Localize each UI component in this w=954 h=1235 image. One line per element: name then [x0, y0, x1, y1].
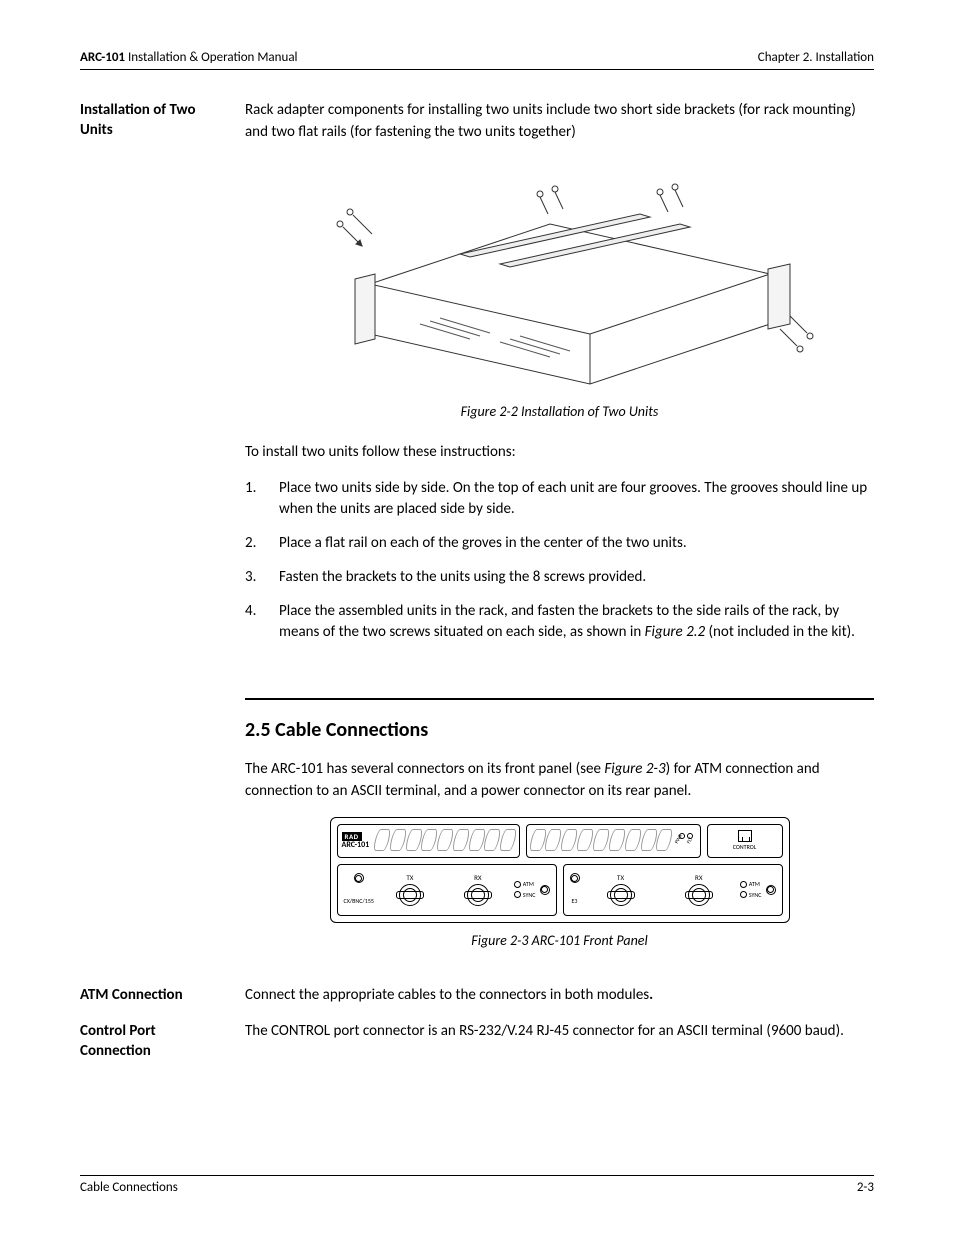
led-icon: [514, 891, 521, 898]
brand-model: ARC-101: [342, 841, 370, 849]
module-b-rx: RX: [662, 873, 736, 906]
cable-intro-prefix: The ARC-101 has several connectors on it…: [245, 760, 604, 778]
install-lead: To install two units follow these instru…: [245, 442, 874, 464]
figure-2-3-panel: RAD ARC-101 PWR FLT: [330, 817, 790, 923]
figure-2-2-col: Figure 2-2 Installation of Two Units To …: [245, 158, 874, 657]
install-intro: Rack adapter components for installing t…: [245, 100, 874, 144]
vent-slots-left: [375, 827, 514, 855]
status-leds: PWR FLT: [677, 833, 695, 847]
step4-suffix: (not included in the kit).: [705, 623, 855, 641]
bnc-connector-icon: [467, 884, 489, 906]
module-a-label: CX/BNC/155: [344, 897, 374, 906]
install-steps: Place two units side by side. On the top…: [245, 478, 874, 645]
atm-period: .: [649, 986, 653, 1004]
led-icon: [740, 881, 747, 888]
install-step-1: Place two units side by side. On the top…: [245, 478, 874, 522]
section-break-row: 2.5 Cable Connections The ARC-101 has se…: [80, 670, 874, 971]
screw-icon: [570, 873, 580, 883]
panel-mid-region: PWR FLT: [526, 824, 701, 858]
control-port-row: Control Port Connection The CONTROL port…: [80, 1021, 874, 1062]
tx-label: TX: [617, 873, 624, 883]
rx-label: RX: [695, 873, 702, 883]
control-label: CONTROL: [733, 843, 757, 852]
header-manual: Installation & Operation Manual: [125, 50, 298, 65]
install-step-3: Fasten the brackets to the units using t…: [245, 567, 874, 589]
page-footer: Cable Connections 2-3: [80, 1175, 874, 1195]
ctrl-body: The CONTROL port connector is an RS-232/…: [245, 1021, 874, 1062]
figure-2-2-diagram: [300, 164, 820, 394]
led-icon: [514, 881, 521, 888]
panel-top-row: RAD ARC-101 PWR FLT: [337, 824, 783, 858]
atm-body: Connect the appropriate cables to the co…: [245, 985, 874, 1007]
led-icon: [740, 891, 747, 898]
page-header: ARC-101 Installation & Operation Manual …: [80, 50, 874, 70]
section-break-col: 2.5 Cable Connections The ARC-101 has se…: [245, 670, 874, 971]
panel-logo: RAD ARC-101: [342, 832, 370, 849]
pwr-label: PWR: [674, 834, 685, 846]
atm-body-text: Connect the appropriate cables to the co…: [245, 986, 649, 1004]
panel-logo-region: RAD ARC-101: [337, 824, 520, 858]
atm-side-title: ATM Connection: [80, 985, 225, 1007]
header-left: ARC-101 Installation & Operation Manual: [80, 50, 298, 65]
screw-icon: [540, 885, 550, 895]
panel-bottom-row: CX/BNC/155 TX RX ATM SYNC: [337, 864, 783, 916]
install-step-4: Place the assembled units in the rack, a…: [245, 601, 874, 645]
header-chapter: Chapter 2. Installation: [758, 50, 874, 65]
flt-label: FLT: [686, 837, 696, 846]
module-b-leds: ATM SYNC: [740, 880, 762, 899]
step4-figure-ref: Figure 2.2: [645, 623, 705, 641]
module-b-tx: TX: [584, 873, 658, 906]
module-a-leds: ATM SYNC: [514, 880, 536, 899]
screw-icon: [354, 873, 364, 883]
install-side-title: Installation of Two Units: [80, 100, 225, 144]
tx-label: TX: [406, 873, 413, 883]
rj45-jack-icon: [738, 830, 752, 842]
footer-right: 2-3: [857, 1180, 874, 1195]
bnc-connector-icon: [399, 884, 421, 906]
spacer: [80, 158, 225, 657]
install-step-2: Place a flat rail on each of the groves …: [245, 533, 874, 555]
atm-led-label: ATM: [749, 880, 760, 889]
bnc-connector-icon: [610, 884, 632, 906]
screw-icon: [766, 885, 776, 895]
header-model: ARC-101: [80, 50, 125, 65]
control-port-region: CONTROL: [707, 824, 783, 858]
vent-slots-right: [531, 827, 672, 855]
figure-2-2-caption: Figure 2-2 Installation of Two Units: [245, 402, 874, 422]
install-intro-row: Installation of Two Units Rack adapter c…: [80, 100, 874, 144]
ctrl-side-title: Control Port Connection: [80, 1021, 225, 1062]
module-b-label: E3: [572, 897, 578, 906]
bnc-connector-icon: [688, 884, 710, 906]
module-b: E3 TX RX ATM SYNC: [563, 864, 783, 916]
figure-2-3-caption: Figure 2-3 ARC-101 Front Panel: [245, 931, 874, 951]
module-a-rx: RX: [446, 873, 510, 906]
figure-2-2-row: Figure 2-2 Installation of Two Units To …: [80, 158, 874, 657]
rx-label: RX: [474, 873, 481, 883]
atm-connection-row: ATM Connection Connect the appropriate c…: [80, 985, 874, 1007]
module-a: CX/BNC/155 TX RX ATM SYNC: [337, 864, 557, 916]
atm-led-label: ATM: [523, 880, 534, 889]
section-2-5-heading: 2.5 Cable Connections: [245, 716, 874, 745]
sync-led-label: SYNC: [523, 891, 536, 900]
sync-led-label: SYNC: [749, 891, 762, 900]
footer-left: Cable Connections: [80, 1180, 178, 1195]
module-a-tx: TX: [378, 873, 442, 906]
cable-intro-figref: Figure 2-3: [604, 760, 665, 778]
section-rule: [245, 698, 874, 700]
spacer: [80, 670, 225, 971]
cable-intro: The ARC-101 has several connectors on it…: [245, 759, 874, 803]
